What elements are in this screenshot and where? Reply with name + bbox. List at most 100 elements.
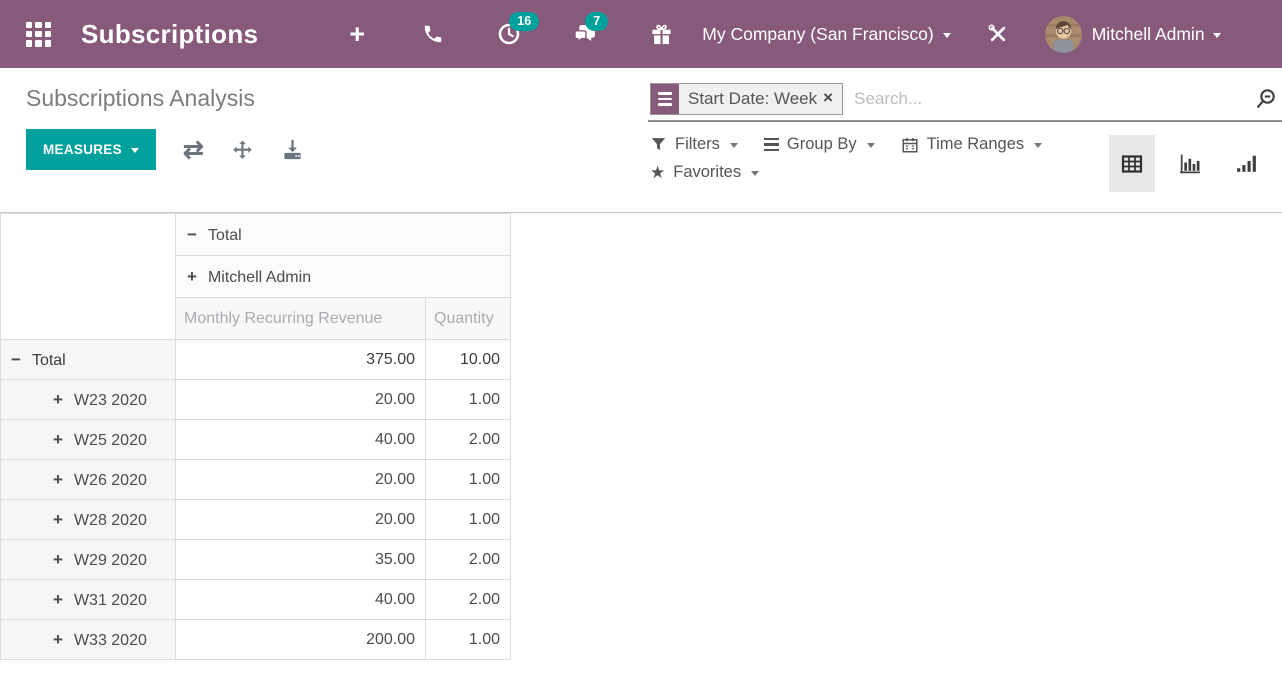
pivot-col-group-header[interactable]: + Mitchell Admin	[175, 255, 511, 298]
measures-button[interactable]: MEASURES	[26, 129, 156, 170]
chevron-down-icon	[751, 171, 760, 176]
pivot-body: − Total 375.00 10.00 + W23 2020 20.00 1.00 + W25 …	[0, 339, 511, 660]
company-switcher[interactable]: My Company (San Francisco)	[702, 23, 951, 45]
phone-icon[interactable]	[420, 21, 446, 47]
filter-icon	[651, 138, 666, 150]
flip-axis-glyph: ⇄	[182, 135, 204, 164]
avatar[interactable]	[1044, 15, 1082, 53]
view-switcher-graph[interactable]	[1166, 135, 1212, 192]
calendar-icon	[902, 137, 918, 152]
gift-icon[interactable]	[648, 21, 674, 47]
expand-icon[interactable]: +	[53, 509, 63, 529]
pivot-cell: 40.00	[175, 579, 426, 620]
group-by-label: Group By	[786, 135, 857, 153]
pivot-row-header[interactable]: + W28 2020	[0, 499, 176, 540]
expand-icon[interactable]: +	[53, 589, 63, 609]
pivot-row: − Total 375.00 10.00	[0, 339, 511, 380]
search-icon[interactable]	[1254, 87, 1278, 111]
facet-remove-icon[interactable]: ×	[823, 88, 834, 107]
pivot-cell: 1.00	[425, 619, 511, 660]
pivot-row: + W26 2020 20.00 1.00	[0, 459, 511, 500]
pivot-row: + W29 2020 35.00 2.00	[0, 539, 511, 580]
pivot-row-header[interactable]: + W23 2020	[0, 379, 176, 420]
pivot-cell: 40.00	[175, 419, 426, 460]
cohort-view-icon	[1236, 155, 1256, 172]
expand-icon[interactable]: +	[53, 429, 63, 449]
group-by-menu[interactable]: Group By	[763, 135, 875, 154]
time-ranges-menu[interactable]: Time Ranges	[901, 135, 1043, 154]
pivot-row: + W23 2020 20.00 1.00	[0, 379, 511, 420]
pivot-row-label: W28 2020	[73, 511, 147, 529]
collapse-icon[interactable]: −	[187, 224, 197, 244]
pivot-row: + W25 2020 40.00 2.00	[0, 419, 511, 460]
top-navbar: Subscriptions + 16 7 My Company (San Fra…	[0, 0, 1282, 68]
time-ranges-label: Time Ranges	[926, 135, 1025, 153]
expand-icon[interactable]: +	[53, 389, 63, 409]
pivot-cell: 20.00	[175, 379, 426, 420]
activities-count-badge[interactable]: 16	[509, 12, 540, 31]
expand-icon[interactable]: +	[53, 549, 63, 569]
filters-menu[interactable]: Filters	[650, 135, 738, 154]
view-switcher-pivot[interactable]	[1109, 135, 1155, 192]
pivot-cell: 2.00	[425, 579, 511, 620]
company-name: My Company (San Francisco)	[702, 23, 934, 44]
pivot-table: − Total + Mitchell Admin Monthly Recurring…	[0, 213, 511, 660]
pivot-row-header[interactable]: + W29 2020	[0, 539, 176, 580]
favorites-label: Favorites	[673, 163, 742, 181]
activities-clock-icon[interactable]: 16	[496, 12, 540, 47]
pivot-row: + W28 2020 20.00 1.00	[0, 499, 511, 540]
search-facet: Start Date: Week ×	[650, 83, 844, 115]
chevron-down-icon	[942, 32, 951, 38]
pivot-row-header[interactable]: + W25 2020	[0, 419, 176, 460]
pivot-row: + W31 2020 40.00 2.00	[0, 579, 511, 620]
pivot-cell: 10.00	[425, 339, 511, 380]
chevron-down-icon	[866, 143, 875, 148]
plus-glyph: +	[349, 18, 366, 49]
pivot-row-header[interactable]: − Total	[0, 339, 176, 380]
user-menu[interactable]: Mitchell Admin	[1092, 24, 1221, 45]
expand-all-icon[interactable]	[231, 138, 254, 161]
apps-menu-icon[interactable]	[26, 21, 51, 47]
pivot-cell: 2.00	[425, 419, 511, 460]
view-switcher-cohort[interactable]	[1223, 135, 1269, 192]
pivot-row-label: Total	[31, 351, 66, 369]
favorites-menu[interactable]: ★ Favorites	[650, 163, 760, 182]
measure-header-mrr[interactable]: Monthly Recurring Revenue	[175, 297, 426, 340]
breadcrumb: Subscriptions Analysis	[26, 85, 255, 111]
flip-axis-icon[interactable]: ⇄	[182, 135, 204, 164]
pivot-cell: 1.00	[425, 459, 511, 500]
messages-icon[interactable]: 7	[572, 12, 609, 47]
pivot-cell: 2.00	[425, 539, 511, 580]
pivot-corner-cell	[0, 213, 176, 340]
pivot-row: + W33 2020 200.00 1.00	[0, 619, 511, 660]
pivot-row-label: W23 2020	[73, 391, 147, 409]
pivot-cell: 200.00	[175, 619, 426, 660]
pivot-row-label: W29 2020	[73, 551, 147, 569]
collapse-icon[interactable]: −	[11, 349, 21, 369]
search-input[interactable]	[843, 89, 1254, 109]
pivot-col-total-header[interactable]: − Total	[175, 213, 511, 256]
pivot-row-header[interactable]: + W33 2020	[0, 619, 176, 660]
chevron-down-icon	[729, 143, 738, 148]
pivot-cell: 1.00	[425, 499, 511, 540]
pivot-cell: 20.00	[175, 499, 426, 540]
messages-count-badge[interactable]: 7	[585, 12, 609, 31]
developer-tools-icon[interactable]	[985, 22, 1011, 46]
measure-header-quantity[interactable]: Quantity	[425, 297, 511, 340]
graph-view-icon	[1179, 154, 1200, 174]
pivot-cell: 35.00	[175, 539, 426, 580]
search-bar: Start Date: Week ×	[648, 83, 1282, 122]
add-icon[interactable]: +	[344, 18, 370, 49]
expand-icon[interactable]: +	[53, 629, 63, 649]
expand-icon[interactable]: +	[187, 266, 197, 286]
pivot-row-label: W26 2020	[73, 471, 147, 489]
group-by-facet-icon	[651, 84, 679, 114]
expand-icon[interactable]: +	[53, 469, 63, 489]
pivot-row-header[interactable]: + W31 2020	[0, 579, 176, 620]
measures-button-label: MEASURES	[43, 142, 122, 157]
view-switcher	[1109, 135, 1269, 192]
download-xlsx-icon[interactable]	[281, 138, 304, 161]
pivot-row-header[interactable]: + W26 2020	[0, 459, 176, 500]
pivot-cell: 375.00	[175, 339, 426, 380]
col-header-label: Total	[207, 226, 242, 244]
